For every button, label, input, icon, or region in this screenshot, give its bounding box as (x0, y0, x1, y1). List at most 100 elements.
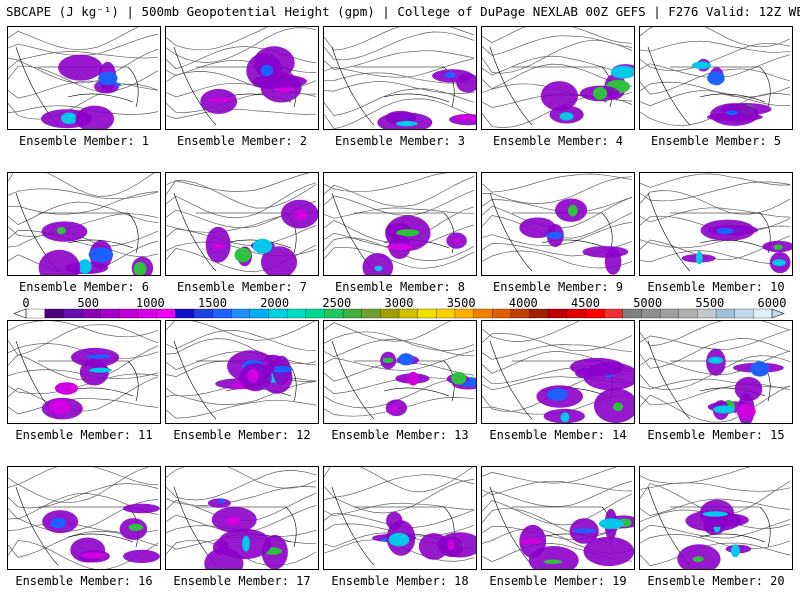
colorbar-swatch (734, 308, 755, 319)
map-panel-20 (639, 466, 793, 570)
colorbar-swatch (44, 308, 64, 319)
colorbar-tick-label: 3500 (446, 296, 476, 310)
map-panel-9 (481, 172, 635, 276)
colorbar-swatch (324, 308, 344, 319)
map-plot (640, 173, 792, 274)
panel-label: Ensemble Member: 14 (489, 428, 627, 442)
colorbar-swatch (342, 308, 363, 319)
colorbar-tick-label: 6000 (757, 296, 787, 310)
colorbar-swatch (548, 308, 568, 319)
map-plot (166, 467, 317, 569)
panel-label: Ensemble Member: 8 (334, 280, 466, 294)
colorbar-tick-label: 3000 (384, 296, 414, 310)
colorbar-swatch (715, 308, 736, 319)
map-panel-16 (7, 466, 161, 570)
colorbar-swatch (753, 308, 773, 319)
colorbar-swatch (100, 308, 120, 319)
colorbar-swatch (380, 308, 400, 319)
colorbar-swatch (678, 308, 699, 319)
map-plot (482, 27, 634, 128)
map-panel-11 (7, 320, 161, 424)
map-plot (324, 173, 475, 275)
colorbar-tick-label: 2500 (322, 296, 352, 310)
colorbar-swatch (473, 308, 493, 319)
panel-label: Ensemble Member: 13 (331, 428, 469, 442)
map-panel-5 (639, 26, 793, 130)
map-plot (324, 321, 476, 420)
colorbar-swatch (659, 308, 680, 319)
map-panel-10 (639, 172, 793, 276)
colorbar-swatch (566, 308, 587, 319)
colorbar-swatch (268, 308, 288, 319)
map-plot (8, 27, 159, 129)
colorbar-tick-label: 4500 (571, 296, 600, 310)
map-panel-4 (481, 26, 635, 130)
colorbar-tick-label: 1500 (198, 296, 227, 310)
map-panel-13 (323, 320, 477, 424)
colorbar-swatch (529, 308, 549, 319)
map-plot (166, 173, 318, 275)
colorbar-swatch (454, 308, 475, 319)
colorbar-tick-label: 4000 (508, 296, 538, 310)
colorbar-swatch (604, 308, 624, 319)
figure-title: SBCAPE (J kg⁻¹) | 500mb Geopotential Hei… (6, 4, 800, 19)
colorbar-swatch (398, 308, 419, 319)
panel-label: Ensemble Member: 20 (647, 574, 785, 588)
panel-label: Ensemble Member: 17 (173, 574, 311, 588)
map-plot (640, 321, 791, 423)
map-panel-14 (481, 320, 635, 424)
map-plot (324, 27, 476, 129)
panel-label: Ensemble Member: 10 (647, 280, 785, 294)
colorbar-swatch (492, 308, 512, 319)
colorbar-max-arrow (771, 308, 785, 319)
colorbar-swatch (25, 308, 46, 319)
colorbar-swatch (361, 308, 382, 319)
colorbar-tick-label: 1000 (135, 296, 165, 310)
panel-label: Ensemble Member: 1 (18, 134, 150, 148)
panel-label: Ensemble Member: 19 (489, 574, 627, 588)
map-plot (166, 321, 317, 420)
colorbar-tick-label: 2000 (260, 296, 290, 310)
map-plot (324, 467, 476, 566)
colorbar-swatch (286, 308, 307, 319)
colorbar-swatch (585, 308, 605, 319)
panel-label: Ensemble Member: 5 (650, 134, 782, 148)
colorbar-tick-label: 500 (77, 296, 99, 310)
colorbar-swatch (436, 308, 456, 319)
colorbar-tick-label: 0 (22, 296, 30, 310)
colorbar-min-arrow (13, 308, 27, 319)
colorbar-swatch (81, 308, 102, 319)
map-panel-15 (639, 320, 793, 424)
colorbar-swatch (230, 308, 251, 319)
map-panel-1 (7, 26, 161, 130)
colorbar-tick-label: 5500 (695, 296, 725, 310)
colorbar-swatch (305, 308, 326, 319)
map-plot (482, 467, 634, 569)
panel-label: Ensemble Member: 7 (176, 280, 308, 294)
colorbar-tick-label: 5000 (633, 296, 663, 310)
colorbar-swatch (641, 308, 661, 319)
map-plot (640, 27, 791, 127)
map-panel-18 (323, 466, 477, 570)
colorbar-swatch (63, 308, 83, 319)
map-panel-7 (165, 172, 319, 276)
panel-label: Ensemble Member: 18 (331, 574, 469, 588)
panel-label: Ensemble Member: 6 (18, 280, 150, 294)
colorbar-swatch (417, 308, 437, 319)
panel-label: Ensemble Member: 2 (176, 134, 308, 148)
panel-label: Ensemble Member: 11 (15, 428, 153, 442)
map-panel-3 (323, 26, 477, 130)
colorbar-bar (13, 308, 785, 319)
map-plot (8, 321, 159, 420)
colorbar-swatch (137, 308, 158, 319)
panel-label: Ensemble Member: 9 (492, 280, 624, 294)
map-panel-8 (323, 172, 477, 276)
map-panel-2 (165, 26, 319, 130)
map-panel-19 (481, 466, 635, 570)
colorbar-swatch (193, 308, 214, 319)
map-plot (8, 173, 159, 275)
colorbar-swatch (697, 308, 717, 319)
map-panel-17 (165, 466, 319, 570)
colorbar-swatch (119, 308, 139, 319)
